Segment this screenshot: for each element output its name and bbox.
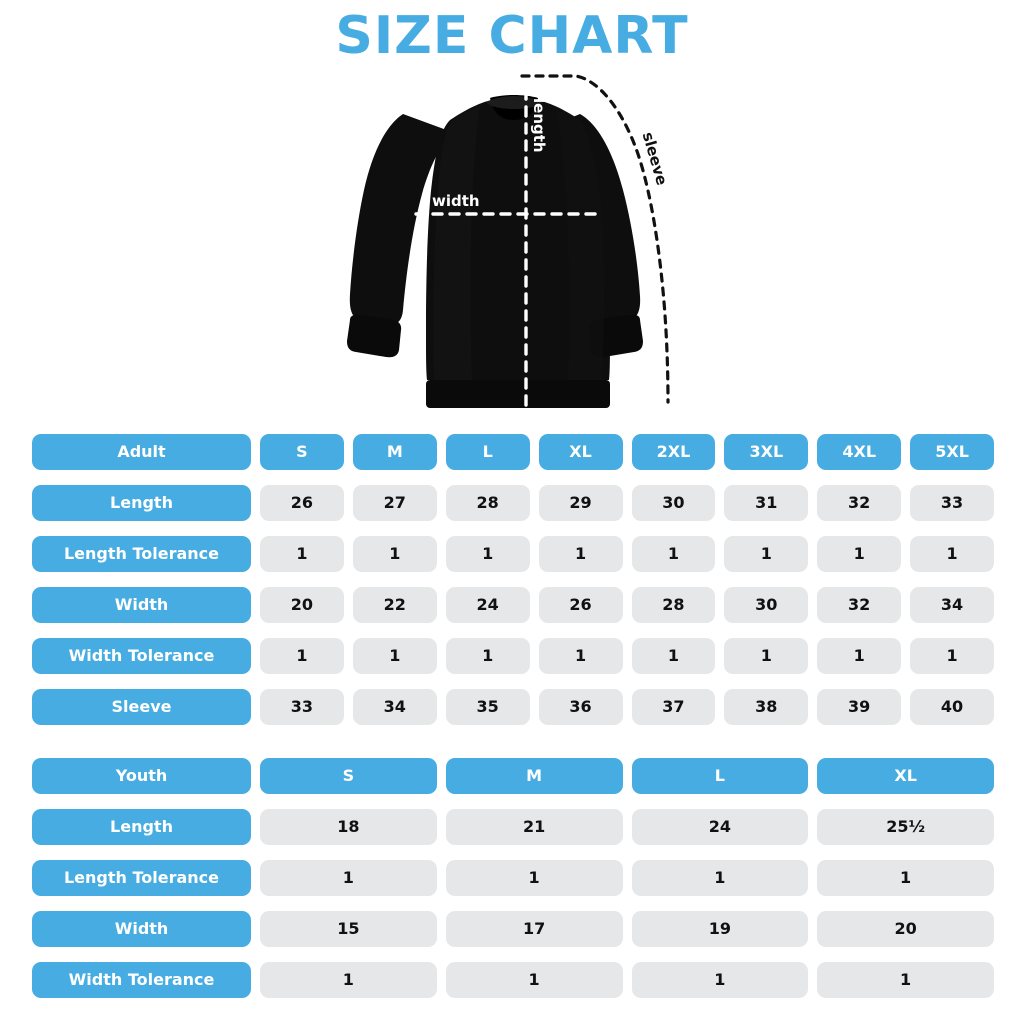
table-row: Width 15 17 19 20: [32, 911, 994, 947]
youth-header-label: Youth: [32, 758, 251, 794]
youth-cell-width-s: 15: [260, 911, 437, 947]
table-row: Width Tolerance 1 1 1 1: [32, 962, 994, 998]
youth-cell-width-m: 17: [445, 911, 623, 947]
youth-cell-width-tol-s: 1: [260, 962, 437, 998]
cell-sleeve-l: 35: [445, 689, 530, 725]
youth-cell-width-l: 19: [631, 911, 809, 947]
cell-width-2xl: 28: [631, 587, 716, 623]
cell-length-tol-l: 1: [445, 536, 530, 572]
cell-sleeve-4xl: 39: [817, 689, 902, 725]
table-header-row: Youth S M L XL: [32, 758, 994, 794]
column-header-l: L: [445, 434, 530, 470]
cell-width-tol-2xl: 1: [631, 638, 716, 674]
cell-width-xl: 26: [538, 587, 623, 623]
cell-sleeve-xl: 36: [538, 689, 623, 725]
youth-row-label-length-tolerance: Length Tolerance: [32, 860, 251, 896]
length-measure-label: length: [530, 98, 548, 153]
row-label-length-tolerance: Length Tolerance: [32, 536, 251, 572]
table-row: Length Tolerance 1 1 1 1: [32, 860, 994, 896]
cell-sleeve-m: 34: [352, 689, 437, 725]
cell-length-l: 28: [445, 485, 530, 521]
cell-width-tol-m: 1: [352, 638, 437, 674]
youth-cell-length-l: 24: [631, 809, 809, 845]
cell-width-5xl: 34: [910, 587, 994, 623]
youth-column-header-l: L: [631, 758, 809, 794]
width-measure-label: width: [432, 192, 480, 210]
youth-cell-width-tol-m: 1: [445, 962, 623, 998]
cell-length-tol-2xl: 1: [631, 536, 716, 572]
column-header-s: S: [260, 434, 344, 470]
cell-length-tol-m: 1: [352, 536, 437, 572]
youth-row-label-width: Width: [32, 911, 251, 947]
table-row: Sleeve 33 34 35 36 37 38 39 40: [32, 689, 994, 725]
cell-width-s: 20: [260, 587, 344, 623]
cell-length-tol-xl: 1: [538, 536, 623, 572]
cell-width-3xl: 30: [724, 587, 809, 623]
youth-row-label-width-tolerance: Width Tolerance: [32, 962, 251, 998]
youth-cell-length-tol-m: 1: [445, 860, 623, 896]
sweatshirt-icon: [347, 74, 670, 412]
column-header-2xl: 2XL: [631, 434, 716, 470]
row-label-length: Length: [32, 485, 251, 521]
row-label-sleeve: Sleeve: [32, 689, 251, 725]
youth-column-header-s: S: [260, 758, 437, 794]
cell-sleeve-2xl: 37: [631, 689, 716, 725]
garment-illustration: width length sleeve: [330, 62, 710, 430]
cell-width-4xl: 32: [817, 587, 902, 623]
adult-size-table: Adult S M L XL 2XL 3XL 4XL 5XL Length 26…: [32, 434, 994, 725]
youth-row-label-length: Length: [32, 809, 251, 845]
youth-cell-length-xl: 25½: [817, 809, 994, 845]
cell-length-3xl: 31: [724, 485, 809, 521]
column-header-3xl: 3XL: [724, 434, 809, 470]
cell-length-tol-4xl: 1: [817, 536, 902, 572]
row-label-width: Width: [32, 587, 251, 623]
cell-length-xl: 29: [538, 485, 623, 521]
cell-sleeve-s: 33: [260, 689, 344, 725]
cell-width-tol-s: 1: [260, 638, 344, 674]
cell-width-m: 22: [352, 587, 437, 623]
youth-cell-width-tol-l: 1: [631, 962, 809, 998]
table-row: Width Tolerance 1 1 1 1 1 1 1 1: [32, 638, 994, 674]
column-header-5xl: 5XL: [910, 434, 994, 470]
cell-width-tol-3xl: 1: [724, 638, 809, 674]
cell-length-s: 26: [260, 485, 344, 521]
cell-length-tol-s: 1: [260, 536, 344, 572]
page-title: SIZE CHART: [335, 6, 689, 66]
cell-width-tol-5xl: 1: [910, 638, 994, 674]
cell-width-tol-4xl: 1: [817, 638, 902, 674]
row-label-width-tolerance: Width Tolerance: [32, 638, 251, 674]
cell-sleeve-3xl: 38: [724, 689, 809, 725]
youth-cell-length-s: 18: [260, 809, 437, 845]
cell-length-2xl: 30: [631, 485, 716, 521]
cell-length-tol-5xl: 1: [910, 536, 994, 572]
cell-width-l: 24: [445, 587, 530, 623]
youth-column-header-xl: XL: [817, 758, 994, 794]
column-header-4xl: 4XL: [817, 434, 902, 470]
youth-cell-length-tol-xl: 1: [817, 860, 994, 896]
cell-width-tol-l: 1: [445, 638, 530, 674]
column-header-xl: XL: [538, 434, 623, 470]
cell-sleeve-5xl: 40: [910, 689, 994, 725]
youth-column-header-m: M: [445, 758, 623, 794]
youth-cell-width-tol-xl: 1: [817, 962, 994, 998]
adult-header-label: Adult: [32, 434, 251, 470]
youth-size-table: Youth S M L XL Length 18 21 24 25½ Lengt…: [32, 758, 994, 998]
cell-length-tol-3xl: 1: [724, 536, 809, 572]
cell-width-tol-xl: 1: [538, 638, 623, 674]
column-header-m: M: [352, 434, 437, 470]
youth-cell-length-m: 21: [445, 809, 623, 845]
youth-cell-length-tol-s: 1: [260, 860, 437, 896]
cell-length-5xl: 33: [910, 485, 994, 521]
table-header-row: Adult S M L XL 2XL 3XL 4XL 5XL: [32, 434, 994, 470]
youth-cell-length-tol-l: 1: [631, 860, 809, 896]
table-row: Length 26 27 28 29 30 31 32 33: [32, 485, 994, 521]
youth-cell-width-xl: 20: [817, 911, 994, 947]
table-row: Length Tolerance 1 1 1 1 1 1 1 1: [32, 536, 994, 572]
table-row: Length 18 21 24 25½: [32, 809, 994, 845]
cell-length-m: 27: [352, 485, 437, 521]
cell-length-4xl: 32: [817, 485, 902, 521]
table-row: Width 20 22 24 26 28 30 32 34: [32, 587, 994, 623]
